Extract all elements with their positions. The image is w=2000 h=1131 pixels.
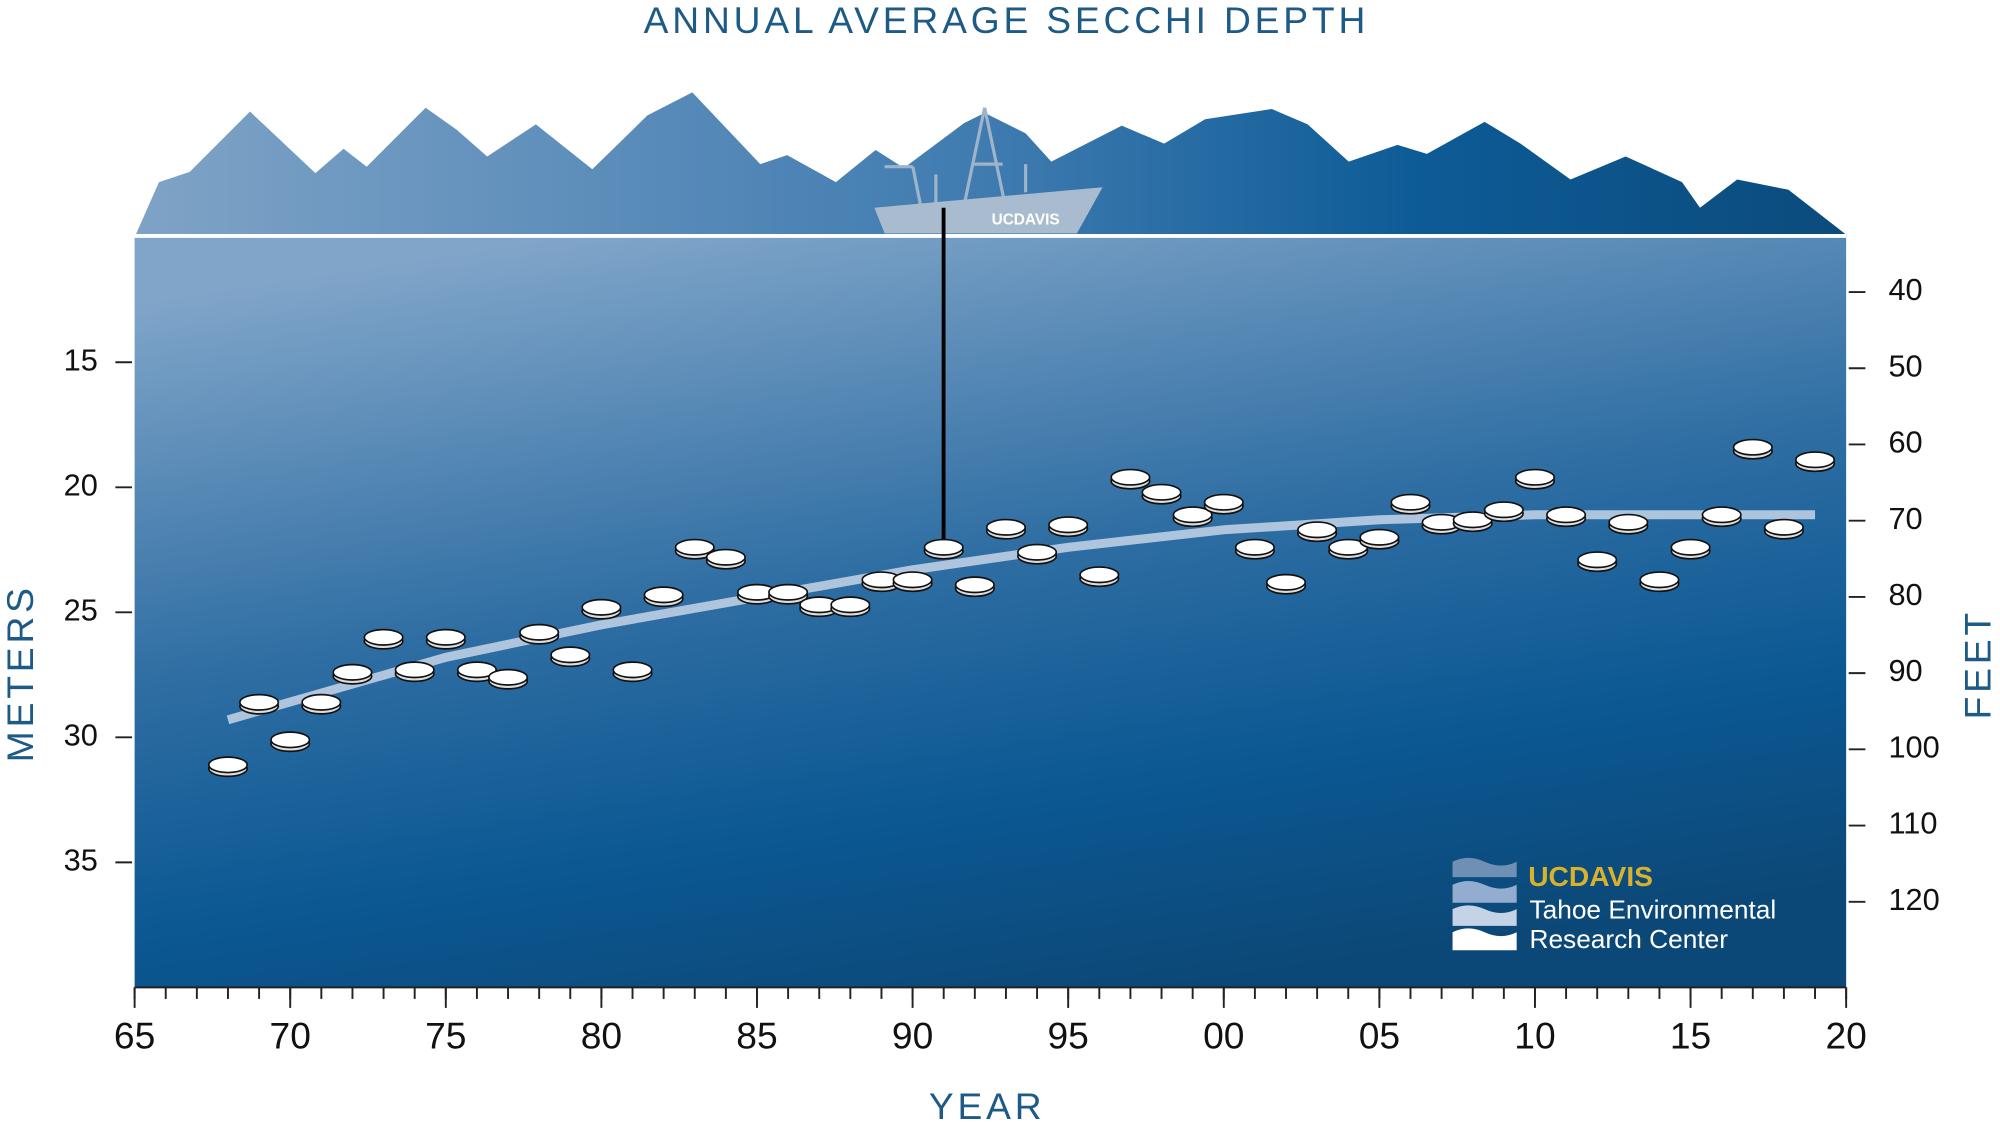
x-tick-label: 10 xyxy=(1514,1014,1555,1056)
secchi-disk xyxy=(1079,566,1120,584)
logo-waves xyxy=(1452,857,1517,951)
x-tick-label: 95 xyxy=(1048,1014,1089,1056)
secchi-disk xyxy=(985,518,1027,536)
secchi-disk xyxy=(1794,451,1836,469)
secchi-disk xyxy=(1203,493,1244,511)
y2-tick-label: 80 xyxy=(1888,577,1922,612)
secchi-disk xyxy=(923,538,964,556)
secchi-disk xyxy=(1359,528,1400,546)
secchi-disk xyxy=(239,693,280,711)
secchi-disk xyxy=(207,756,249,774)
y2-tick-label: 50 xyxy=(1888,348,1922,383)
logo-line: Research Center xyxy=(1529,924,1728,954)
plot-background xyxy=(134,237,1847,988)
secchi-disk xyxy=(1172,506,1213,524)
secchi-disk xyxy=(1390,493,1431,511)
boat-label: UCDAVIS xyxy=(992,212,1060,229)
secchi-disk xyxy=(892,571,933,589)
secchi-disk xyxy=(394,661,435,679)
x-tick-label: 15 xyxy=(1670,1014,1711,1056)
x-tick-label: 75 xyxy=(425,1014,466,1056)
secchi-disk xyxy=(270,731,311,749)
y-tick-label: 30 xyxy=(64,717,98,752)
logo-brand: UCDAVIS xyxy=(1528,860,1653,892)
x-tick-label: 05 xyxy=(1359,1014,1400,1056)
secchi-disk xyxy=(332,663,373,681)
x-axis-title: YEAR xyxy=(929,1085,1046,1127)
secchi-disk xyxy=(1048,516,1089,534)
secchi-disk xyxy=(830,596,871,614)
secchi-disk xyxy=(1577,551,1618,569)
secchi-disk xyxy=(612,661,653,679)
y2-tick-label: 120 xyxy=(1888,882,1939,917)
x-tick-label: 70 xyxy=(270,1014,311,1056)
secchi-disk xyxy=(643,586,684,604)
secchi-disk xyxy=(674,538,715,556)
x-tick-label: 90 xyxy=(892,1014,933,1056)
secchi-disk xyxy=(550,646,591,664)
secchi-disk xyxy=(1670,538,1711,556)
secchi-disk xyxy=(1763,518,1804,536)
secchi-disk xyxy=(425,628,466,646)
y2-tick-label: 40 xyxy=(1888,272,1922,307)
secchi-disk xyxy=(1110,468,1151,486)
secchi-disk xyxy=(519,623,560,641)
y-tick-label: 35 xyxy=(64,842,98,877)
logo-line: Tahoe Environmental xyxy=(1529,895,1776,925)
y2-tick-label: 100 xyxy=(1888,729,1939,764)
secchi-disk xyxy=(1297,521,1338,539)
secchi-disk xyxy=(456,661,497,679)
secchi-disk xyxy=(1016,543,1058,561)
secchi-disk xyxy=(954,576,995,594)
y2-tick-label: 90 xyxy=(1888,653,1922,688)
chart-title: ANNUAL AVERAGE SECCHI DEPTH xyxy=(644,0,1370,41)
secchi-disk xyxy=(363,628,404,646)
x-tick-label: 20 xyxy=(1825,1014,1866,1056)
secchi-disk xyxy=(581,598,622,616)
x-tick-label: 80 xyxy=(581,1014,622,1056)
secchi-disk xyxy=(301,693,342,711)
y2-tick-label: 70 xyxy=(1888,501,1922,536)
secchi-disk xyxy=(487,668,529,686)
y2-tick-label: 60 xyxy=(1888,425,1922,460)
secchi-disk xyxy=(1546,506,1587,524)
y-tick-label: 25 xyxy=(64,592,98,627)
secchi-disk xyxy=(1514,468,1556,486)
secchi-disk xyxy=(1732,438,1773,456)
boat-hull xyxy=(874,187,1103,234)
y2-tick-label: 110 xyxy=(1888,806,1937,841)
y-axis-title: METERS xyxy=(0,584,41,762)
secchi-disk xyxy=(1608,513,1649,531)
x-tick-label: 00 xyxy=(1203,1014,1244,1056)
x-tick-label: 65 xyxy=(114,1014,155,1056)
secchi-disk xyxy=(768,583,809,601)
y-tick-label: 20 xyxy=(64,467,98,502)
secchi-disk xyxy=(1701,506,1742,524)
y-tick-label: 15 xyxy=(64,342,98,377)
y2-axis-title: FEET xyxy=(1957,609,1999,719)
secchi-disk xyxy=(1265,573,1307,591)
x-tick-label: 85 xyxy=(736,1014,777,1056)
secchi-disk xyxy=(1141,483,1182,501)
secchi-disk xyxy=(1639,571,1680,589)
secchi-disk xyxy=(1483,501,1524,519)
secchi-disk xyxy=(1234,538,1275,556)
boat xyxy=(884,107,1028,208)
secchi-disk xyxy=(705,548,746,566)
